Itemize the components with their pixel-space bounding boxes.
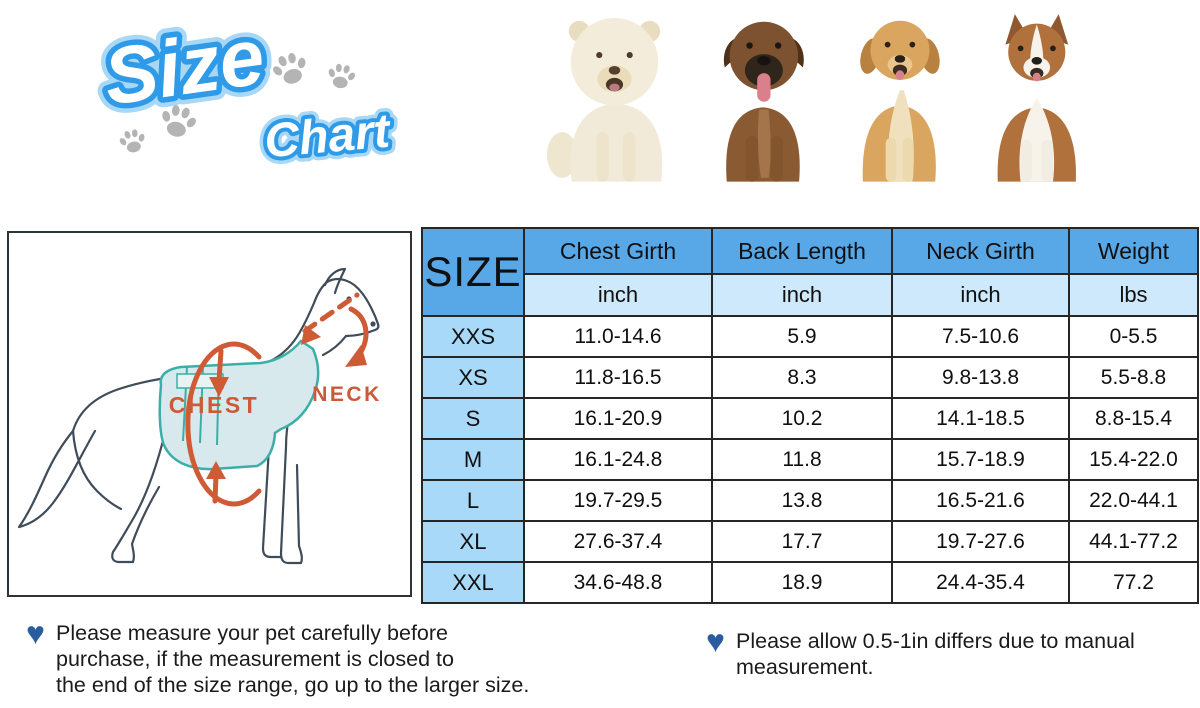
neck-girth-cell: 9.8-13.8	[891, 356, 1070, 399]
back-length-header: Back Length	[711, 227, 893, 275]
note-line: purchase, if the measurement is closed t…	[56, 647, 454, 672]
table-row-xxs: XXS 11.0-14.6 5.9 7.5-10.6 0-5.5	[421, 315, 1199, 358]
size-column-header: SIZE	[421, 227, 525, 317]
note-measure-carefully: ♥ Please measure your pet carefully befo…	[26, 615, 606, 699]
chest-girth-header: Chest Girth	[523, 227, 713, 275]
unit-cell: inch	[711, 273, 893, 317]
measurement-diagram: CHEST NECK	[7, 231, 412, 597]
weight-cell: 0-5.5	[1068, 315, 1199, 358]
size-cell: S	[421, 397, 525, 440]
neck-girth-cell: 15.7-18.9	[891, 438, 1070, 481]
table-header-row: SIZE Chest Girth Back Length Neck Girth …	[421, 227, 1199, 317]
table-row-l: L 19.7-29.5 13.8 16.5-21.6 22.0-44.1	[421, 479, 1199, 522]
unit-cell: inch	[523, 273, 713, 317]
back-length-cell: 8.3	[711, 356, 893, 399]
table-units-row: inch inch inch lbs	[422, 273, 1199, 317]
chest-label: CHEST	[169, 392, 259, 418]
unit-cell: lbs	[1068, 273, 1199, 317]
chart-logo-word: Chart Chart Chart	[255, 97, 401, 176]
note-manual-measurement: ♥ Please allow 0.5-1in differs due to ma…	[706, 623, 1186, 680]
note-line: Please allow 0.5-1in differs due to manu…	[736, 629, 1135, 653]
table-row-xxl: XXL 34.6-48.8 18.9 24.4-35.4 77.2	[421, 561, 1199, 604]
size-table: SIZE Chest Girth Back Length Neck Girth …	[421, 227, 1199, 604]
chest-girth-cell: 19.7-29.5	[523, 479, 713, 522]
neck-girth-header: Neck Girth	[891, 227, 1070, 275]
note-text: Please measure your pet carefully before…	[56, 620, 529, 699]
table-row-s: S 16.1-20.9 10.2 14.1-18.5 8.8-15.4	[421, 397, 1199, 440]
size-cell: XXS	[421, 315, 525, 358]
chest-girth-cell: 16.1-24.8	[523, 438, 713, 481]
chest-girth-cell: 27.6-37.4	[523, 520, 713, 563]
heart-icon: ♥	[706, 623, 725, 659]
chest-girth-cell: 11.8-16.5	[523, 356, 713, 399]
neck-measure-arrow	[301, 292, 369, 367]
back-length-cell: 13.8	[711, 479, 893, 522]
note-text: Please allow 0.5-1in differs due to manu…	[736, 628, 1135, 680]
neck-girth-cell: 7.5-10.6	[891, 315, 1070, 358]
size-logo-word: Size Size Size	[89, 6, 280, 126]
weight-cell: 15.4-22.0	[1068, 438, 1199, 481]
measurement-diagram-drawing: CHEST NECK	[17, 267, 382, 565]
back-length-cell: 17.7	[711, 520, 893, 563]
chow-chow-dog-photo	[546, 17, 663, 182]
chest-measure-arrow	[185, 341, 262, 507]
weight-cell: 77.2	[1068, 561, 1199, 604]
weight-cell: 22.0-44.1	[1068, 479, 1199, 522]
golden-retriever-dog-photo	[859, 20, 940, 182]
note-line: Please measure your pet carefully before	[56, 621, 448, 645]
size-cell: M	[421, 438, 525, 481]
note-line: measurement.	[736, 655, 874, 680]
weight-cell: 44.1-77.2	[1068, 520, 1199, 563]
chest-girth-cell: 11.0-14.6	[523, 315, 713, 358]
neck-girth-cell: 19.7-27.6	[891, 520, 1070, 563]
border-collie-dog-photo	[997, 14, 1076, 182]
table-row-m: M 16.1-24.8 11.8 15.7-18.9 15.4-22.0	[421, 438, 1199, 481]
neck-girth-cell: 24.4-35.4	[891, 561, 1070, 604]
table-row-xs: XS 11.8-16.5 8.3 9.8-13.8 5.5-8.8	[421, 356, 1199, 399]
paw-print-icon	[321, 55, 362, 96]
size-cell: XL	[421, 520, 525, 563]
back-length-cell: 10.2	[711, 397, 893, 440]
table-row-xl: XL 27.6-37.4 17.7 19.7-27.6 44.1-77.2	[421, 520, 1199, 563]
weight-cell: 8.8-15.4	[1068, 397, 1199, 440]
note-line: the end of the size range, go up to the …	[56, 673, 530, 698]
back-length-cell: 18.9	[711, 561, 893, 604]
heart-icon: ♥	[26, 615, 45, 651]
paw-print-icon	[262, 40, 317, 95]
weight-cell: 5.5-8.8	[1068, 356, 1199, 399]
paw-print-icon	[113, 121, 152, 160]
neck-girth-cell: 14.1-18.5	[891, 397, 1070, 440]
unit-cell: inch	[891, 273, 1070, 317]
logo-word-size: Size	[99, 11, 270, 121]
chest-girth-cell: 34.6-48.8	[523, 561, 713, 604]
mastiff-dog-photo	[723, 21, 804, 182]
size-cell: XS	[421, 356, 525, 399]
paw-print-icon	[151, 93, 206, 148]
weight-header: Weight	[1068, 227, 1199, 275]
size-cell: XXL	[421, 561, 525, 604]
chest-girth-cell: 16.1-20.9	[523, 397, 713, 440]
dog-photos-row	[545, 4, 1101, 186]
logo-word-chart: Chart	[262, 104, 393, 168]
back-length-cell: 5.9	[711, 315, 893, 358]
neck-girth-cell: 16.5-21.6	[891, 479, 1070, 522]
back-length-cell: 11.8	[711, 438, 893, 481]
size-cell: L	[421, 479, 525, 522]
neck-label: NECK	[312, 383, 382, 406]
